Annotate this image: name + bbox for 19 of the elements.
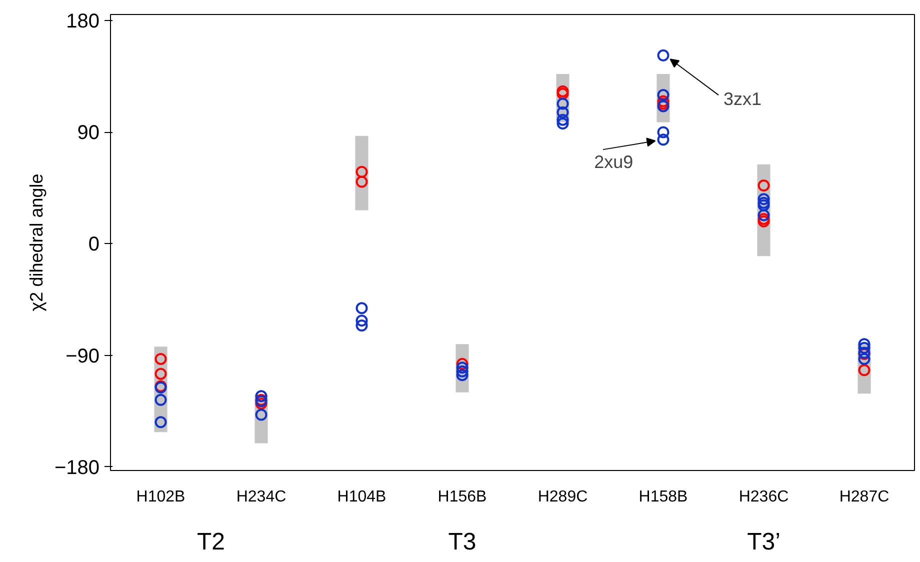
annotation: 2xu9: [594, 152, 634, 172]
text: T3: [448, 528, 476, 556]
x-tick-label: H289C: [538, 488, 588, 506]
x-tick-label: H158B: [638, 488, 688, 506]
annotation: 3zx1: [724, 88, 762, 109]
y-axis-title: χ2 dihedral angle: [26, 174, 46, 312]
y-tick-label: −90: [66, 345, 100, 368]
x-tick-label: H236C: [738, 488, 789, 506]
text: T2: [196, 528, 226, 556]
x-tick-label: H102B: [136, 488, 186, 506]
y-tick-label: 0: [88, 234, 100, 256]
y-tick-label: −180: [54, 456, 100, 479]
y-tick-label: 180: [66, 10, 100, 33]
x-tick-label: H104B: [337, 488, 386, 506]
x-tick-label: H234C: [236, 488, 286, 506]
text: T3’: [747, 528, 780, 556]
x-tick-label: H156B: [438, 488, 487, 506]
y-tick-label: 90: [77, 122, 100, 144]
x-tick-label: H287C: [839, 488, 890, 506]
